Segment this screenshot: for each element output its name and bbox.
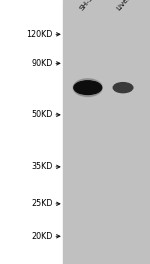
Text: 20KD: 20KD <box>31 232 52 241</box>
Ellipse shape <box>113 83 133 93</box>
Text: 25KD: 25KD <box>31 199 52 208</box>
Ellipse shape <box>74 81 102 95</box>
Text: 35KD: 35KD <box>31 162 52 171</box>
Text: Liver: Liver <box>115 0 131 12</box>
Text: 90KD: 90KD <box>31 59 52 68</box>
Ellipse shape <box>117 85 133 91</box>
Text: SH-SY5Y: SH-SY5Y <box>79 0 103 12</box>
Bar <box>63 0 150 264</box>
Ellipse shape <box>73 79 102 97</box>
Text: 50KD: 50KD <box>31 110 52 119</box>
Text: 120KD: 120KD <box>26 30 52 39</box>
